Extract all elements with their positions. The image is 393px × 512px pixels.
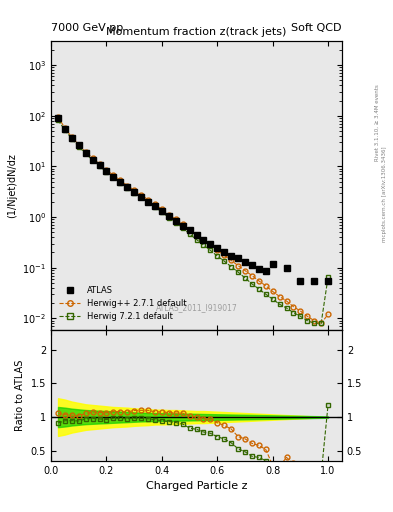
Text: mcplots.cern.ch [arXiv:1306.3436]: mcplots.cern.ch [arXiv:1306.3436]	[382, 147, 387, 242]
Title: Momentum fraction z(track jets): Momentum fraction z(track jets)	[107, 28, 286, 37]
Text: Rivet 3.1.10, ≥ 3.4M events: Rivet 3.1.10, ≥ 3.4M events	[375, 84, 380, 161]
Y-axis label: Ratio to ATLAS: Ratio to ATLAS	[15, 359, 25, 431]
Text: ATLAS_2011_I919017: ATLAS_2011_I919017	[156, 303, 237, 312]
X-axis label: Charged Particle z: Charged Particle z	[146, 481, 247, 491]
Text: 7000 GeV pp: 7000 GeV pp	[51, 23, 123, 33]
Legend: ATLAS, Herwig++ 2.7.1 default, Herwig 7.2.1 default: ATLAS, Herwig++ 2.7.1 default, Herwig 7.…	[55, 282, 191, 326]
Y-axis label: (1/Njet)dN/dz: (1/Njet)dN/dz	[7, 153, 17, 218]
Text: Soft QCD: Soft QCD	[292, 23, 342, 33]
